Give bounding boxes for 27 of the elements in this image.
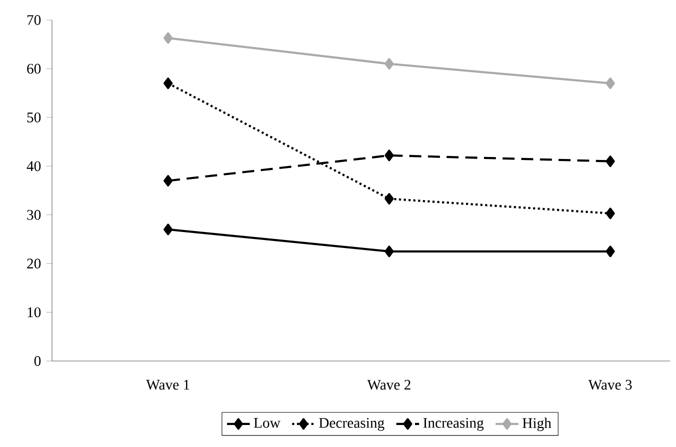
point <box>164 224 173 236</box>
point <box>606 246 615 258</box>
legend-label: Decreasing <box>319 418 384 431</box>
y-tick-label: 0 <box>34 356 41 366</box>
y-tick-label: 70 <box>27 15 41 25</box>
point <box>384 58 394 70</box>
x-tick-label: Wave 1 <box>146 380 190 390</box>
x-tick-label: Wave 3 <box>588 380 632 390</box>
point <box>384 193 394 205</box>
point <box>606 156 615 167</box>
x-tick-label: Wave 2 <box>367 380 410 390</box>
legend-label: Low <box>254 418 280 428</box>
point <box>164 78 173 90</box>
y-tick-label: 20 <box>27 258 41 269</box>
y-tick-label: 30 <box>27 210 41 220</box>
y-tick-label: 60 <box>27 64 41 74</box>
point <box>606 208 615 220</box>
y-tick-label: 10 <box>28 307 41 318</box>
y-tick-label: 40 <box>26 161 41 172</box>
point <box>384 246 394 258</box>
point <box>384 150 394 162</box>
point <box>606 78 615 90</box>
legend-label: High <box>522 418 552 432</box>
point <box>164 32 173 44</box>
y-tick-label: 50 <box>27 112 41 122</box>
legend-label: Increasing <box>423 418 484 431</box>
point <box>164 175 173 186</box>
